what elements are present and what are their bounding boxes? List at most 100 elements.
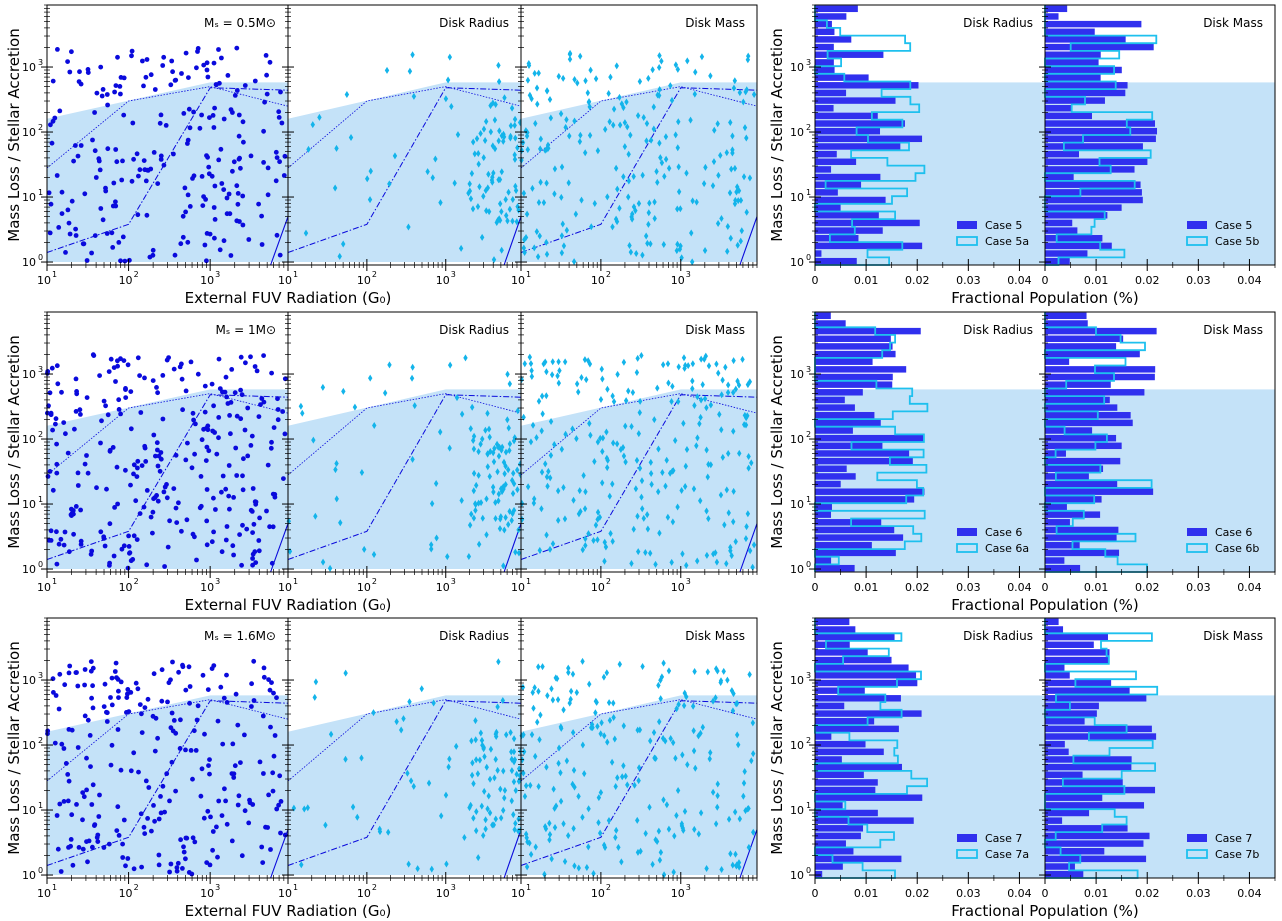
x-tick-label: 10 bbox=[436, 887, 450, 900]
scatter-point bbox=[641, 514, 646, 522]
legend-label: Case 5 bbox=[985, 219, 1022, 232]
scatter-point bbox=[695, 434, 700, 442]
scatter-point bbox=[635, 354, 640, 362]
scatter-point bbox=[543, 460, 548, 468]
scatter-point bbox=[660, 734, 666, 742]
scatter-point bbox=[672, 437, 678, 445]
scatter-point bbox=[684, 561, 689, 569]
scatter-point bbox=[724, 560, 729, 568]
scatter-point bbox=[154, 440, 160, 446]
scatter-point bbox=[246, 237, 252, 242]
scatter-point bbox=[736, 863, 742, 871]
scatter-point bbox=[507, 205, 513, 213]
scatter-point bbox=[728, 234, 733, 242]
scatter-point bbox=[431, 699, 436, 707]
scatter-point bbox=[532, 244, 537, 252]
scatter-point bbox=[142, 831, 148, 836]
scatter-point bbox=[708, 749, 713, 757]
histogram-bar bbox=[1045, 105, 1072, 112]
scatter-point bbox=[310, 121, 315, 129]
scatter-point bbox=[337, 252, 342, 260]
scatter-point bbox=[547, 819, 552, 827]
scatter-point bbox=[96, 156, 102, 162]
scatter-point bbox=[604, 428, 609, 436]
scatter-point bbox=[276, 115, 282, 120]
scatter-point bbox=[659, 57, 664, 65]
scatter-point bbox=[52, 115, 58, 121]
y-tick-exp: 2 bbox=[38, 736, 43, 745]
scatter-point bbox=[547, 95, 553, 103]
scatter-point bbox=[249, 509, 255, 514]
scatter-point bbox=[271, 753, 277, 759]
histogram-bar bbox=[815, 189, 838, 196]
scatter-point bbox=[741, 792, 746, 800]
scatter-point bbox=[509, 755, 514, 763]
scatter-point bbox=[623, 772, 628, 780]
histogram-bar bbox=[815, 51, 884, 58]
scatter-point bbox=[159, 698, 165, 704]
scatter-point bbox=[536, 687, 541, 695]
scatter-point bbox=[731, 690, 736, 698]
y-tick-exp: 0 bbox=[806, 253, 811, 262]
scatter-point bbox=[278, 799, 284, 804]
scatter-point bbox=[248, 443, 254, 448]
scatter-point bbox=[172, 252, 178, 258]
scatter-point bbox=[509, 104, 515, 112]
scatter-point bbox=[661, 240, 666, 248]
scatter-point bbox=[742, 124, 748, 132]
histogram-bar bbox=[815, 158, 857, 165]
scatter-point bbox=[107, 521, 113, 527]
scatter-point bbox=[478, 440, 483, 448]
x-tick-label: 10 bbox=[37, 274, 51, 287]
x-tick-exp: 3 bbox=[686, 883, 691, 892]
scatter-point bbox=[610, 537, 615, 545]
scatter-point bbox=[54, 470, 60, 476]
scatter-point bbox=[180, 407, 186, 413]
scatter-point bbox=[611, 398, 617, 406]
scatter-point bbox=[647, 803, 652, 811]
histogram-outline bbox=[1044, 312, 1153, 573]
histogram-bar bbox=[1045, 733, 1157, 740]
x-tick-exp: 3 bbox=[451, 883, 456, 892]
scatter-point bbox=[195, 371, 201, 377]
scatter-point bbox=[710, 697, 716, 705]
histogram-bar bbox=[1045, 473, 1089, 480]
scatter-point bbox=[46, 190, 52, 196]
scatter-point bbox=[120, 158, 125, 164]
scatter-point bbox=[179, 71, 184, 76]
scatter-point bbox=[484, 763, 489, 771]
y-tick-exp: 2 bbox=[806, 736, 811, 745]
scatter-point bbox=[158, 153, 164, 159]
scatter-point bbox=[528, 438, 534, 446]
scatter-point bbox=[582, 356, 588, 364]
scatter-point bbox=[212, 105, 218, 111]
scatter-point bbox=[204, 231, 210, 236]
scatter-point bbox=[168, 861, 174, 867]
scatter-point bbox=[139, 730, 145, 735]
histogram-bar bbox=[815, 687, 865, 694]
scatter-point bbox=[352, 403, 358, 411]
scatter-point bbox=[544, 179, 549, 187]
scatter-panel-1-0: 10 010 110 210 310 1 10 2 10 3Mₛ = 1M⊙ bbox=[22, 311, 289, 594]
scatter-point bbox=[371, 709, 376, 717]
scatter-point bbox=[742, 411, 748, 419]
scatter-point bbox=[143, 178, 149, 184]
scatter-point bbox=[583, 488, 588, 496]
scatter-point bbox=[611, 713, 616, 721]
scatter-point bbox=[600, 479, 605, 487]
scatter-point bbox=[724, 149, 729, 157]
scatter-point bbox=[116, 695, 121, 700]
scatter-point bbox=[681, 702, 687, 710]
scatter-point bbox=[459, 496, 464, 504]
scatter-point bbox=[274, 155, 280, 161]
model-line-dotted bbox=[287, 699, 522, 782]
scatter-point bbox=[57, 108, 63, 114]
scatter-point bbox=[648, 458, 653, 466]
scatter-point bbox=[484, 531, 489, 539]
histogram-bar bbox=[1045, 649, 1110, 656]
scatter-point bbox=[250, 562, 256, 568]
scatter-point bbox=[274, 806, 280, 812]
scatter-point bbox=[484, 207, 489, 215]
scatter-point bbox=[227, 211, 233, 217]
scatter-point bbox=[119, 177, 125, 183]
